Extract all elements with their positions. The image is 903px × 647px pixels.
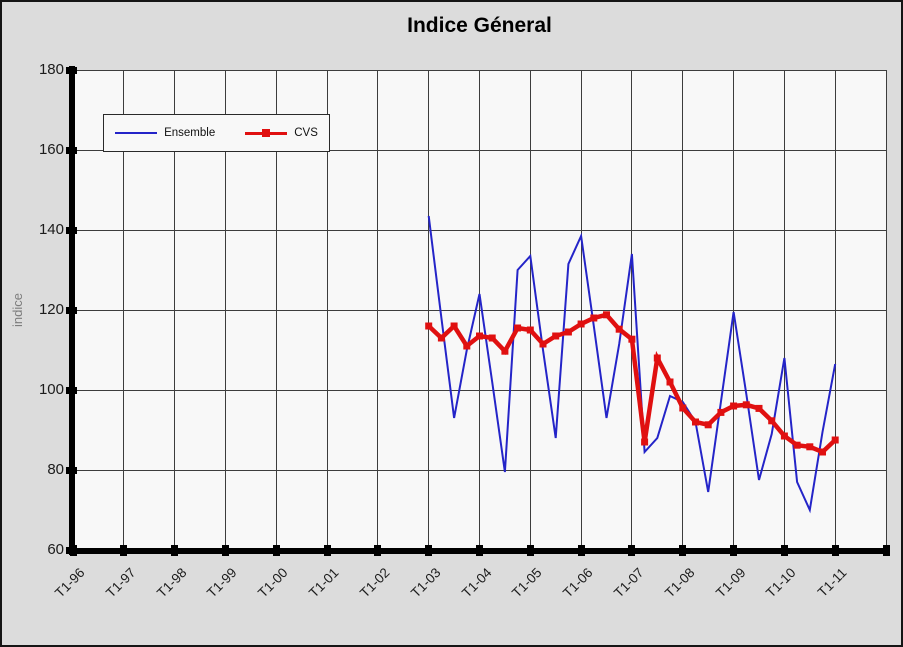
- gridline: [682, 70, 684, 550]
- gridline: [224, 70, 226, 550]
- gridline: [428, 70, 430, 550]
- x-tick-mark: [69, 545, 77, 556]
- y-tick-mark: [65, 386, 77, 394]
- y-tick-mark: [65, 226, 77, 234]
- x-tick-mark: [730, 545, 738, 556]
- gridline: [529, 70, 531, 550]
- x-tick-mark: [272, 545, 280, 556]
- y-tick-mark: [65, 466, 77, 474]
- y-tick-label: 160: [38, 141, 64, 158]
- y-tick-label: 60: [47, 541, 64, 558]
- gridline: [123, 70, 125, 550]
- x-tick-mark: [526, 545, 534, 556]
- x-tick-mark: [780, 545, 788, 556]
- chart-title: Indice Géneral: [407, 14, 552, 37]
- x-tick-mark: [577, 545, 585, 556]
- gridline: [834, 70, 836, 550]
- x-tick-mark: [628, 545, 636, 556]
- y-tick-label: 120: [38, 301, 64, 318]
- x-tick-mark: [120, 545, 128, 556]
- square-marker-icon: [262, 129, 271, 137]
- legend-label-cvs: CVS: [294, 127, 318, 139]
- gridline: [783, 70, 785, 550]
- y-tick-label: 80: [47, 461, 64, 478]
- x-tick-mark: [679, 545, 687, 556]
- x-tick-mark: [171, 545, 179, 556]
- gridline: [377, 70, 379, 550]
- gridline: [174, 70, 176, 550]
- legend-cvs-line-icon: [245, 129, 288, 138]
- gridline: [326, 70, 328, 550]
- y-tick-label: 180: [38, 61, 64, 78]
- y-tick-mark: [65, 146, 77, 154]
- legend: Ensemble CVS: [103, 114, 330, 152]
- x-tick-mark: [831, 545, 839, 556]
- y-tick-label: 140: [38, 221, 64, 238]
- y-tick-label: 100: [38, 381, 64, 398]
- x-tick-mark: [425, 545, 433, 556]
- y-tick-mark: [65, 66, 77, 74]
- x-tick-mark: [323, 545, 331, 556]
- gridline: [580, 70, 582, 550]
- x-tick-mark: [374, 545, 382, 556]
- x-tick-mark: [882, 545, 890, 556]
- gridline: [733, 70, 735, 550]
- legend-ensemble-line-icon: [115, 129, 158, 138]
- gridline: [479, 70, 480, 550]
- gridline: [275, 70, 277, 550]
- y-tick-mark: [65, 306, 77, 314]
- x-tick-mark: [476, 545, 483, 556]
- gridline: [885, 70, 887, 550]
- legend-label-ensemble: Ensemble: [164, 127, 216, 139]
- gridline: [631, 70, 633, 550]
- x-tick-mark: [221, 545, 229, 556]
